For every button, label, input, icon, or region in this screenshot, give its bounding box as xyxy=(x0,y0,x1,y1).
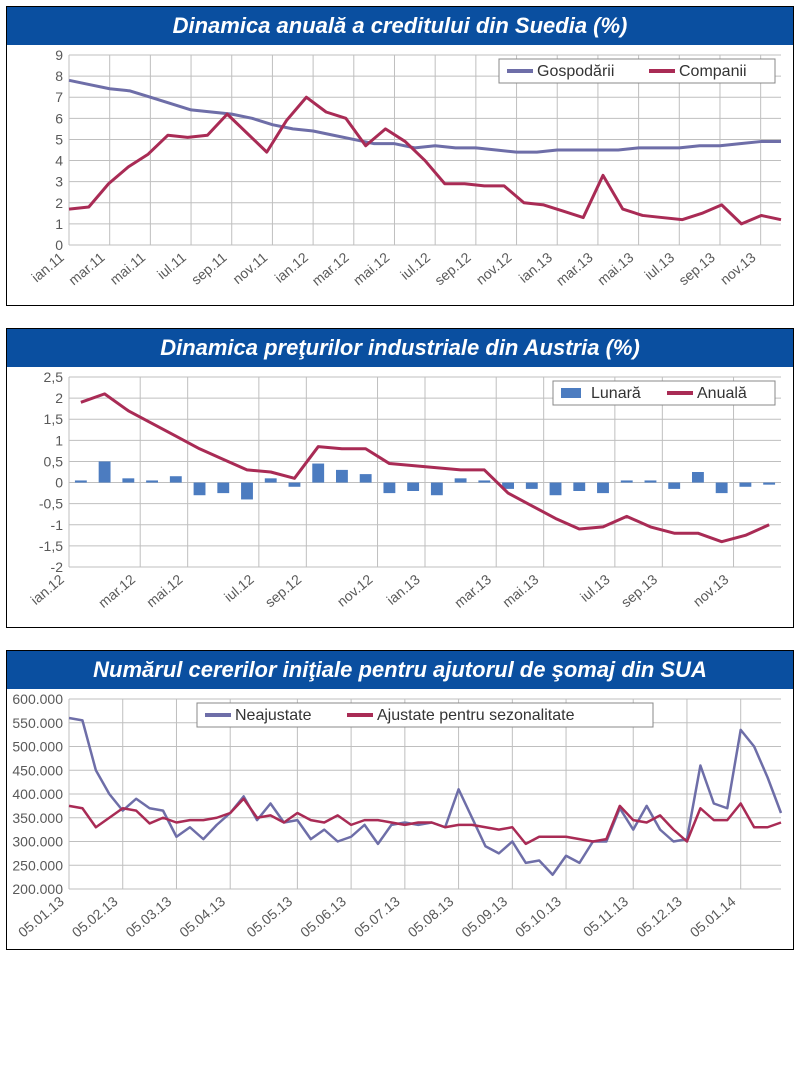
svg-text:05.06.13: 05.06.13 xyxy=(297,893,349,940)
svg-text:mai.12: mai.12 xyxy=(350,249,393,288)
svg-text:3: 3 xyxy=(55,174,63,190)
svg-text:05.12.13: 05.12.13 xyxy=(633,893,685,940)
svg-text:ian.13: ian.13 xyxy=(383,571,423,608)
chart-panel-usa-unemployment: Numărul cererilor iniţiale pentru ajutor… xyxy=(6,650,794,950)
svg-text:sep.12: sep.12 xyxy=(262,571,305,610)
svg-text:1,5: 1,5 xyxy=(44,411,64,427)
svg-text:6: 6 xyxy=(55,110,63,126)
svg-text:05.08.13: 05.08.13 xyxy=(404,893,456,940)
svg-text:nov.13: nov.13 xyxy=(717,249,759,288)
svg-text:iul.12: iul.12 xyxy=(397,249,433,283)
svg-text:sep.13: sep.13 xyxy=(618,571,661,610)
svg-text:nov.12: nov.12 xyxy=(473,249,515,288)
svg-text:iul.12: iul.12 xyxy=(221,571,257,605)
svg-text:9: 9 xyxy=(55,47,63,63)
svg-text:4: 4 xyxy=(55,153,63,169)
chart-plot-area: -2-1,5-1-0,500,511,522,5ian.12mar.12mai.… xyxy=(7,367,793,627)
svg-text:250.000: 250.000 xyxy=(12,857,63,873)
chart-title: Dinamica anuală a creditului din Suedia … xyxy=(7,7,793,45)
svg-text:05.07.13: 05.07.13 xyxy=(351,893,403,940)
chart-panel-sweden-credit: Dinamica anuală a creditului din Suedia … xyxy=(6,6,794,306)
svg-text:ian.12: ian.12 xyxy=(27,571,67,608)
svg-text:mar.11: mar.11 xyxy=(65,249,107,288)
svg-text:ian.12: ian.12 xyxy=(272,249,312,286)
svg-text:0: 0 xyxy=(55,475,63,491)
svg-text:1: 1 xyxy=(55,432,63,448)
chart-title: Dinamica preţurilor industriale din Aust… xyxy=(7,329,793,367)
svg-text:nov.11: nov.11 xyxy=(229,249,270,287)
svg-text:05.04.13: 05.04.13 xyxy=(176,893,228,940)
svg-text:Companii: Companii xyxy=(679,63,747,80)
svg-text:5: 5 xyxy=(55,131,63,147)
svg-text:2: 2 xyxy=(55,195,63,211)
svg-text:mai.13: mai.13 xyxy=(594,249,637,288)
svg-text:8: 8 xyxy=(55,68,63,84)
chart-plot-area: 200.000250.000300.000350.000400.000450.0… xyxy=(7,689,793,949)
svg-text:ian.11: ian.11 xyxy=(28,249,67,285)
svg-text:nov.12: nov.12 xyxy=(334,571,376,610)
svg-text:05.09.13: 05.09.13 xyxy=(458,893,510,940)
svg-text:300.000: 300.000 xyxy=(12,834,63,850)
svg-text:Gospodării: Gospodării xyxy=(537,63,614,80)
chart-plot-area: 0123456789ian.11mar.11mai.11iul.11sep.11… xyxy=(7,45,793,305)
svg-text:05.05.13: 05.05.13 xyxy=(243,893,295,940)
svg-text:mar.13: mar.13 xyxy=(451,571,494,611)
svg-text:iul.13: iul.13 xyxy=(641,249,677,283)
svg-text:1: 1 xyxy=(55,216,63,232)
svg-text:05.01.13: 05.01.13 xyxy=(15,893,67,940)
svg-text:sep.11: sep.11 xyxy=(188,249,230,288)
svg-text:400.000: 400.000 xyxy=(12,786,63,802)
svg-text:nov.13: nov.13 xyxy=(690,571,732,610)
svg-text:mai.13: mai.13 xyxy=(499,571,542,610)
svg-text:Ajustate pentru sezonalitate: Ajustate pentru sezonalitate xyxy=(377,707,575,724)
svg-text:iul.13: iul.13 xyxy=(577,571,613,605)
svg-text:mar.12: mar.12 xyxy=(309,249,352,289)
chart-panel-austria-prices: Dinamica preţurilor industriale din Aust… xyxy=(6,328,794,628)
svg-text:05.11.13: 05.11.13 xyxy=(580,893,631,940)
svg-text:2,5: 2,5 xyxy=(44,369,64,385)
svg-text:mai.12: mai.12 xyxy=(143,571,186,610)
svg-text:ian.13: ian.13 xyxy=(516,249,556,286)
svg-text:Anuală: Anuală xyxy=(697,385,747,402)
svg-text:550.000: 550.000 xyxy=(12,715,63,731)
svg-text:mar.12: mar.12 xyxy=(95,571,138,611)
svg-text:05.10.13: 05.10.13 xyxy=(512,893,564,940)
svg-text:-1: -1 xyxy=(51,517,64,533)
svg-text:-1,5: -1,5 xyxy=(39,538,63,554)
svg-text:-0,5: -0,5 xyxy=(39,496,63,512)
svg-text:mai.11: mai.11 xyxy=(107,249,149,288)
svg-text:350.000: 350.000 xyxy=(12,810,63,826)
svg-text:05.01.14: 05.01.14 xyxy=(687,893,739,940)
svg-text:2: 2 xyxy=(55,390,63,406)
svg-text:sep.13: sep.13 xyxy=(675,249,718,288)
svg-text:05.02.13: 05.02.13 xyxy=(69,893,121,940)
svg-text:600.000: 600.000 xyxy=(12,691,63,707)
svg-text:iul.11: iul.11 xyxy=(154,249,189,282)
svg-text:0,5: 0,5 xyxy=(44,453,64,469)
svg-text:sep.12: sep.12 xyxy=(431,249,474,288)
svg-text:7: 7 xyxy=(55,89,63,105)
chart-title: Numărul cererilor iniţiale pentru ajutor… xyxy=(7,651,793,689)
svg-text:500.000: 500.000 xyxy=(12,739,63,755)
svg-text:mar.13: mar.13 xyxy=(553,249,596,289)
svg-text:05.03.13: 05.03.13 xyxy=(122,893,174,940)
svg-text:Neajustate: Neajustate xyxy=(235,707,312,724)
svg-text:450.000: 450.000 xyxy=(12,762,63,778)
svg-text:Lunară: Lunară xyxy=(591,385,641,402)
